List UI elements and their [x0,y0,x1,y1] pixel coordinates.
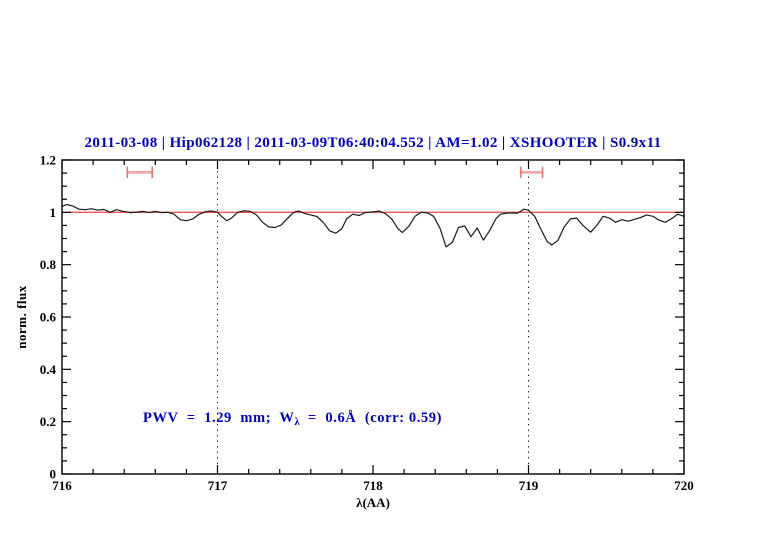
y-tick-label-1: 1 [50,205,57,220]
y-tick-label-1.2: 1.2 [40,153,56,168]
y-tick-label-0.2: 0.2 [40,414,56,429]
plot-title: 2011-03-08 | Hip062128 | 2011-03-09T06:4… [84,135,662,151]
y-tick-label-0.4: 0.4 [40,362,57,377]
x-axis-label: λ(AA) [356,495,390,510]
y-tick-label-0: 0 [50,467,57,482]
y-tick-label-0.8: 0.8 [40,257,57,272]
x-tick-label-718: 718 [363,478,383,493]
y-axis-label: norm. flux [14,285,29,349]
pwv-annotation-suffix: = 0.6Å (corr: 0.59) [299,410,443,426]
x-tick-label-719: 719 [519,478,539,493]
y-tick-label-0.6: 0.6 [40,310,57,325]
pwv-annotation-prefix: PWV = 1.29 mm; W [143,410,295,426]
x-tick-label-720: 720 [674,478,694,493]
pwv-annotation-subscript: λ [294,417,300,428]
x-tick-label-717: 717 [208,478,228,493]
pwv-annotation: PWV = 1.29 mm; Wλ = 0.6Å (corr: 0.59) [143,410,442,428]
x-tick-label-716: 716 [52,478,72,493]
normalized-spectrum-line [61,203,685,248]
